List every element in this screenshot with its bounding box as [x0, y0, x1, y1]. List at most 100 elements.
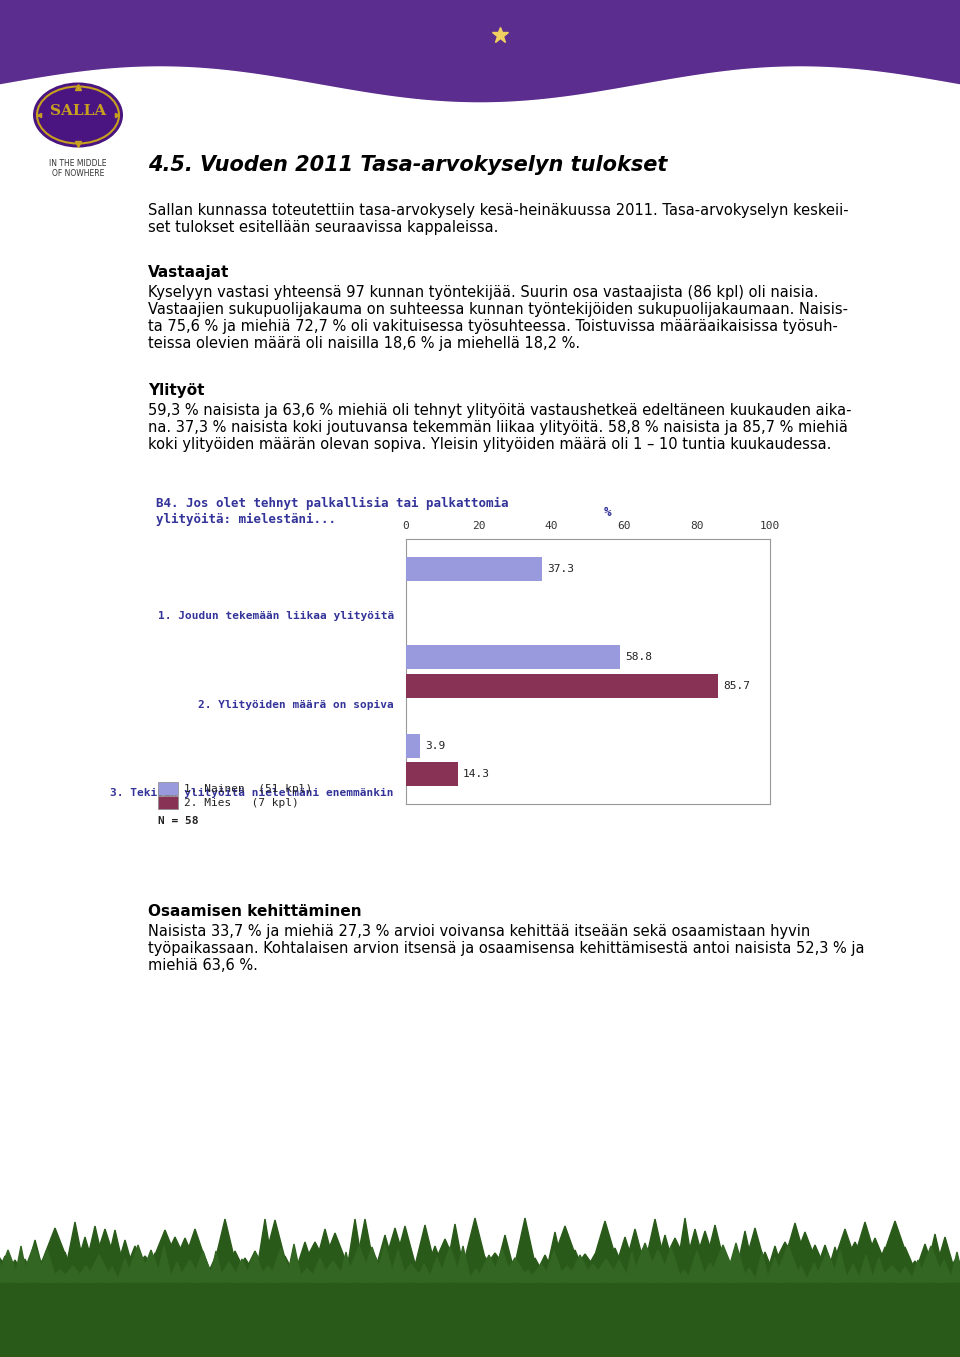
Polygon shape: [72, 1238, 98, 1282]
Polygon shape: [272, 1257, 298, 1282]
Polygon shape: [82, 1225, 108, 1282]
Polygon shape: [912, 1244, 938, 1282]
Polygon shape: [522, 1258, 548, 1282]
Polygon shape: [269, 1248, 293, 1282]
Polygon shape: [917, 1246, 945, 1282]
Polygon shape: [192, 1251, 214, 1282]
Text: 3. Tekisin ylityöitä nielelmäni enemmänkin: 3. Tekisin ylityöitä nielelmäni enemmänk…: [110, 788, 394, 798]
Polygon shape: [857, 1238, 893, 1282]
Polygon shape: [652, 1235, 678, 1282]
Polygon shape: [195, 1258, 215, 1282]
Polygon shape: [705, 1261, 745, 1282]
Text: na. 37,3 % naisista koki joutuvansa tekemmän liikaa ylityöitä. 58,8 % naisista j: na. 37,3 % naisista koki joutuvansa teke…: [148, 421, 848, 436]
Text: 3.9: 3.9: [425, 741, 445, 750]
Polygon shape: [911, 1261, 925, 1282]
Text: Naisista 33,7 % ja miehiä 27,3 % arvioi voivansa kehittää itseään sekä osaamista: Naisista 33,7 % ja miehiä 27,3 % arvioi …: [148, 924, 810, 939]
Polygon shape: [455, 1246, 471, 1282]
Polygon shape: [778, 1223, 812, 1282]
Polygon shape: [641, 1219, 669, 1282]
Polygon shape: [943, 1261, 960, 1282]
Bar: [0, 0, 960, 104]
Polygon shape: [345, 1246, 373, 1282]
Polygon shape: [644, 1250, 672, 1282]
Polygon shape: [459, 1219, 491, 1282]
Polygon shape: [562, 1250, 588, 1282]
Polygon shape: [625, 1244, 665, 1282]
Text: miehiä 63,6 %.: miehiä 63,6 %.: [148, 958, 258, 973]
Polygon shape: [294, 1242, 336, 1282]
Polygon shape: [121, 1246, 149, 1282]
Bar: [406, 646, 620, 669]
Bar: [406, 558, 541, 581]
Polygon shape: [899, 1261, 931, 1282]
Polygon shape: [725, 1243, 747, 1282]
Polygon shape: [204, 1258, 226, 1282]
Polygon shape: [932, 1238, 958, 1282]
Polygon shape: [579, 1254, 611, 1282]
Polygon shape: [699, 1263, 721, 1282]
Polygon shape: [230, 1258, 260, 1282]
Text: 58.8: 58.8: [625, 653, 652, 662]
Polygon shape: [950, 1253, 960, 1282]
Polygon shape: [625, 1253, 639, 1282]
Polygon shape: [681, 1229, 709, 1282]
Polygon shape: [422, 1246, 448, 1282]
Text: B4. Jos olet tehnyt palkallisia tai palkattomia: B4. Jos olet tehnyt palkallisia tai palk…: [156, 497, 509, 510]
Polygon shape: [654, 1238, 696, 1282]
Polygon shape: [474, 1253, 516, 1282]
Polygon shape: [240, 1251, 270, 1282]
Polygon shape: [296, 1267, 318, 1282]
Text: ylityöitä: mielestäni...: ylityöitä: mielestäni...: [156, 513, 336, 527]
Polygon shape: [310, 1258, 330, 1282]
Polygon shape: [379, 1228, 411, 1282]
Polygon shape: [491, 1248, 513, 1282]
Polygon shape: [553, 1266, 581, 1282]
Polygon shape: [766, 1258, 784, 1282]
Polygon shape: [858, 1255, 874, 1282]
Polygon shape: [794, 1266, 808, 1282]
Polygon shape: [20, 1244, 48, 1282]
Polygon shape: [255, 1219, 275, 1282]
Polygon shape: [528, 1263, 554, 1282]
Polygon shape: [701, 1225, 729, 1282]
Polygon shape: [872, 1247, 898, 1282]
Bar: [158, 797, 178, 809]
Polygon shape: [444, 1224, 466, 1282]
Text: 100: 100: [760, 521, 780, 531]
Polygon shape: [660, 1247, 682, 1282]
Polygon shape: [832, 1250, 848, 1282]
Text: OF NOWHERE: OF NOWHERE: [52, 170, 105, 179]
Text: 2. Ylityöiden määrä on sopiva: 2. Ylityöiden määrä on sopiva: [199, 700, 394, 710]
Text: työpaikassaan. Kohtalaisen arvion itsensä ja osaamisensa kehittämisestä antoi na: työpaikassaan. Kohtalaisen arvion itsens…: [148, 940, 865, 955]
Polygon shape: [232, 1259, 252, 1282]
Polygon shape: [124, 1257, 166, 1282]
Polygon shape: [104, 1267, 120, 1282]
Polygon shape: [753, 1253, 777, 1282]
Polygon shape: [14, 1246, 28, 1282]
Polygon shape: [117, 1259, 133, 1282]
Polygon shape: [764, 1246, 786, 1282]
Ellipse shape: [41, 91, 115, 140]
Polygon shape: [543, 1251, 565, 1282]
Polygon shape: [493, 1235, 517, 1282]
Polygon shape: [687, 1251, 707, 1282]
Polygon shape: [415, 1263, 433, 1282]
Polygon shape: [15, 1259, 35, 1282]
Polygon shape: [505, 1258, 525, 1282]
Text: SALLA: SALLA: [50, 104, 107, 118]
Polygon shape: [611, 1238, 639, 1282]
Polygon shape: [375, 1244, 395, 1282]
Bar: [406, 763, 458, 786]
Polygon shape: [608, 1261, 630, 1282]
Polygon shape: [363, 1257, 387, 1282]
Polygon shape: [26, 1257, 64, 1282]
Polygon shape: [353, 1219, 377, 1282]
Text: Osaamisen kehittäminen: Osaamisen kehittäminen: [148, 904, 362, 919]
Text: N = 58: N = 58: [158, 816, 199, 826]
Polygon shape: [799, 1244, 831, 1282]
Ellipse shape: [29, 79, 127, 152]
Text: - 12 -: - 12 -: [462, 1308, 498, 1322]
Polygon shape: [292, 1242, 318, 1282]
Polygon shape: [675, 1219, 695, 1282]
Polygon shape: [244, 1253, 266, 1282]
